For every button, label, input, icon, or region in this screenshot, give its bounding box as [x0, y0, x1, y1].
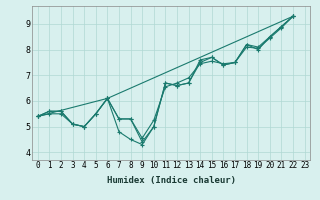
X-axis label: Humidex (Indice chaleur): Humidex (Indice chaleur)	[107, 176, 236, 185]
